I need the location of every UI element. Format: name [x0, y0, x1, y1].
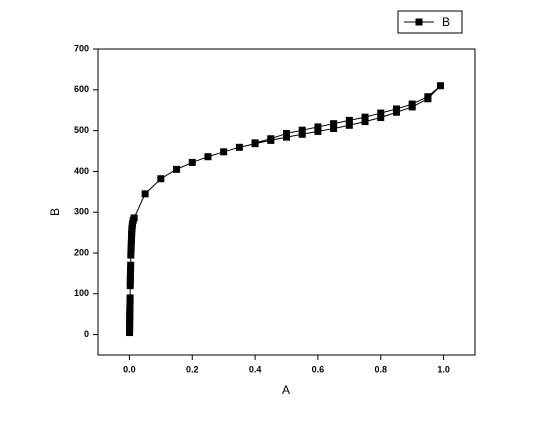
- marker: [173, 165, 181, 173]
- marker: [345, 116, 353, 124]
- marker: [127, 247, 135, 255]
- series-line: [129, 85, 441, 333]
- y-tick-label: 700: [74, 43, 89, 53]
- marker: [127, 251, 135, 259]
- x-tick-label: 1.0: [437, 364, 450, 374]
- marker: [377, 109, 385, 117]
- marker: [283, 129, 290, 137]
- x-tick-label: 0.8: [374, 364, 387, 374]
- y-tick-label: 500: [74, 125, 89, 135]
- marker: [127, 265, 135, 273]
- marker: [345, 121, 353, 129]
- marker: [314, 123, 322, 131]
- marker: [251, 139, 259, 147]
- y-tick-label: 600: [74, 84, 89, 94]
- marker: [126, 269, 134, 277]
- y-tick-label: 200: [74, 247, 89, 257]
- marker: [127, 239, 135, 247]
- marker: [314, 127, 322, 135]
- x-tick-label: 0.4: [249, 364, 262, 374]
- marker: [126, 278, 134, 286]
- marker: [436, 82, 444, 90]
- marker: [188, 158, 196, 166]
- marker: [126, 282, 134, 290]
- marker: [126, 273, 134, 281]
- marker: [235, 143, 243, 151]
- marker: [392, 105, 400, 113]
- y-tick-label: 100: [74, 288, 89, 298]
- x-tick-label: 0.2: [186, 364, 199, 374]
- marker: [330, 120, 338, 128]
- marker: [157, 175, 165, 183]
- marker: [330, 125, 338, 133]
- y-tick-label: 400: [74, 166, 89, 176]
- marker: [424, 93, 432, 101]
- marker: [377, 114, 385, 122]
- marker: [283, 133, 290, 141]
- marker: [361, 118, 369, 126]
- marker: [141, 190, 149, 198]
- marker: [130, 214, 138, 222]
- y-axis-label: B: [48, 208, 62, 216]
- marker: [204, 153, 212, 161]
- x-tick-label: 0.6: [312, 364, 325, 374]
- x-tick-label: 0.0: [123, 364, 136, 374]
- marker: [298, 130, 306, 138]
- plot-frame: [97, 48, 476, 356]
- marker: [127, 243, 135, 251]
- marker: [127, 261, 135, 269]
- marker: [408, 100, 416, 108]
- marker: [361, 113, 369, 121]
- marker: [126, 294, 134, 302]
- legend-label: B: [442, 15, 450, 29]
- y-tick-label: 300: [74, 207, 89, 217]
- legend-marker: [415, 18, 423, 26]
- marker: [127, 235, 135, 243]
- y-tick-label: 0: [84, 329, 89, 339]
- marker: [267, 135, 275, 143]
- x-axis-label: A: [282, 383, 290, 397]
- marker: [220, 148, 228, 156]
- marker: [298, 126, 306, 134]
